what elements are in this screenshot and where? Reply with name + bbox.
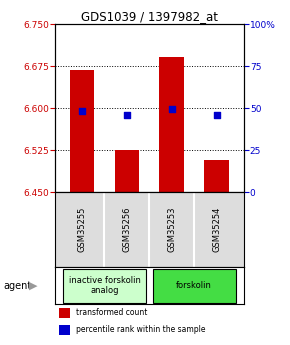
Point [169,107,174,112]
Text: GSM35254: GSM35254 [212,207,221,253]
Bar [204,160,229,193]
Bar [63,269,146,303]
Text: transformed count: transformed count [76,308,147,317]
Point [80,108,84,114]
Point [125,112,129,118]
Bar [160,57,184,193]
Text: GSM35255: GSM35255 [77,207,86,253]
Text: agent: agent [3,281,31,291]
Bar [59,325,70,335]
Text: forskolin: forskolin [176,281,212,290]
Point [214,112,219,118]
Text: percentile rank within the sample: percentile rank within the sample [76,325,205,334]
Bar [153,269,236,303]
Text: inactive forskolin
analog: inactive forskolin analog [68,276,140,295]
Title: GDS1039 / 1397982_at: GDS1039 / 1397982_at [81,10,218,23]
Text: GSM35253: GSM35253 [167,207,176,253]
Bar [70,70,94,193]
Text: ▶: ▶ [29,281,37,291]
Text: GSM35256: GSM35256 [122,207,131,253]
Bar [59,308,70,318]
Bar [115,150,139,193]
